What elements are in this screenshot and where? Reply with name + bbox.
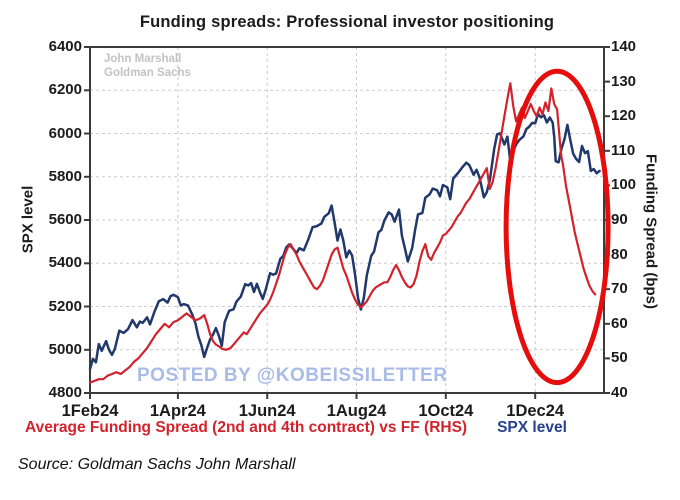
x-axis-tick-label: 1Apr24	[149, 402, 206, 420]
right-axis-tick-label: 120	[611, 107, 637, 125]
x-axis-tick-label: 1Aug24	[326, 402, 387, 420]
right-axis-tick-label: 50	[611, 349, 628, 367]
posted-by-watermark: POSTED BY @KOBEISSILETTER	[137, 365, 448, 386]
right-axis-tick-label: 100	[611, 176, 637, 194]
legend-funding-spread-label: Average Funding Spread (2nd and 4th cont…	[25, 419, 468, 436]
series-line-left	[88, 112, 601, 371]
series-line-right	[88, 82, 597, 384]
right-axis-tick-label: 80	[611, 245, 628, 263]
left-axis-tick-label: 6200	[48, 81, 82, 99]
left-axis-tick-label: 6000	[48, 124, 82, 142]
analyst-watermark-line2: Goldman Sachs	[104, 67, 191, 79]
left-axis-tick-label: 5000	[48, 340, 82, 358]
right-axis-tick-label: 130	[611, 72, 637, 90]
x-axis-tick-label: 1Dec24	[506, 402, 565, 420]
x-axis-tick-label: 1Jun24	[238, 402, 296, 420]
left-axis-tick-label: 5800	[48, 167, 82, 185]
left-axis-tick-label: 5400	[48, 254, 82, 272]
x-axis-tick-label: 1Oct24	[418, 402, 474, 420]
right-axis-tick-label: 60	[611, 314, 628, 332]
right-axis-tick-label: 140	[611, 38, 637, 55]
legend-spx-label: SPX level	[497, 419, 567, 436]
analyst-watermark-line1: John Marshall	[104, 53, 182, 65]
left-axis-tick-label: 4800	[48, 384, 82, 401]
right-axis-tick-label: 40	[611, 384, 628, 401]
x-axis-tick-label: 1Feb24	[61, 402, 119, 420]
chart-legend: Average Funding Spread (2nd and 4th cont…	[25, 419, 675, 437]
source-note: Source: Goldman Sachs John Marshall	[18, 456, 296, 473]
plot-border	[89, 46, 605, 394]
chart-title: Funding spreads: Professional investor p…	[139, 13, 555, 31]
left-axis-tick-label: 5600	[48, 211, 82, 228]
right-axis-tick-label: 70	[611, 280, 628, 298]
highlight-ellipse	[503, 68, 611, 386]
left-axis-tick-label: 6400	[48, 38, 82, 55]
right-axis-tick-label: 110	[611, 141, 636, 159]
analyst-watermark: John Marshall Goldman Sachs	[104, 52, 191, 80]
right-axis-tick-label: 90	[611, 211, 628, 228]
left-axis-tick-label: 5200	[48, 297, 82, 315]
